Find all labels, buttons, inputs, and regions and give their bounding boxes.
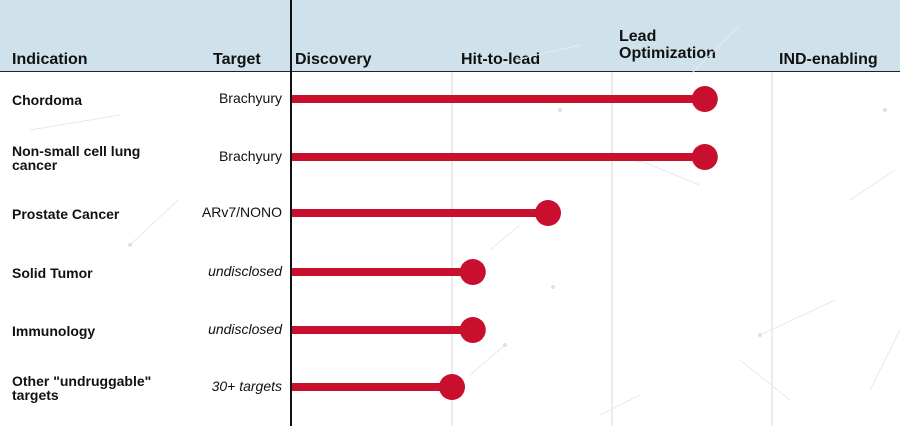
progress-marker bbox=[459, 259, 486, 285]
indication-column-header: Indication bbox=[12, 51, 88, 68]
decorative-network-node bbox=[551, 285, 555, 289]
decorative-network-line bbox=[849, 169, 896, 201]
decorative-network-line bbox=[637, 159, 701, 186]
progress-marker bbox=[535, 200, 561, 226]
decorative-network-node bbox=[883, 108, 887, 112]
stage-label: Hit-to-lead bbox=[461, 51, 541, 68]
header-rule bbox=[0, 71, 900, 72]
decorative-network-line bbox=[739, 359, 791, 401]
indication-label: Chordoma bbox=[12, 92, 82, 108]
header-band bbox=[0, 0, 900, 72]
indication-label: Non-small cell lung cancer bbox=[12, 143, 141, 173]
decorative-network-line bbox=[469, 344, 506, 376]
decorative-network-line bbox=[869, 329, 900, 391]
target-label: 30+ targets bbox=[211, 378, 282, 394]
indication-label: Prostate Cancer bbox=[12, 206, 120, 222]
decorative-network-line bbox=[514, 44, 581, 61]
decorative-network-line bbox=[759, 299, 836, 336]
target-label: undisclosed bbox=[208, 263, 282, 279]
stage-label: IND-enabling bbox=[779, 51, 878, 68]
target-label: Brachyury bbox=[218, 90, 282, 106]
target-label: Brachyury bbox=[218, 148, 282, 164]
target-label: undisclosed bbox=[208, 321, 282, 337]
progress-marker bbox=[459, 317, 486, 343]
decorative-network-node bbox=[558, 108, 562, 112]
decorative-network-node bbox=[128, 243, 132, 247]
stage-label: Discovery bbox=[295, 51, 372, 68]
target-label: ARv7/NONO bbox=[201, 204, 282, 220]
decorative-network-line bbox=[599, 394, 641, 416]
target-column-header: Target bbox=[213, 51, 261, 68]
progress-marker bbox=[439, 374, 465, 400]
indication-label: Solid Tumor bbox=[12, 265, 93, 281]
stage-label: Lead Optimization bbox=[619, 28, 716, 62]
decorative-network-line bbox=[489, 224, 521, 251]
decorative-network-node bbox=[758, 333, 762, 337]
column-divider bbox=[290, 0, 292, 426]
indication-label: Other "undruggable" targets bbox=[12, 373, 152, 403]
decorative-network-node bbox=[503, 343, 507, 347]
decorative-network-line bbox=[689, 24, 741, 76]
progress-marker bbox=[691, 144, 718, 170]
progress-marker bbox=[691, 86, 718, 112]
decorative-network-line bbox=[129, 199, 179, 246]
decorative-network-line bbox=[29, 114, 121, 131]
indication-label: Immunology bbox=[12, 323, 96, 339]
